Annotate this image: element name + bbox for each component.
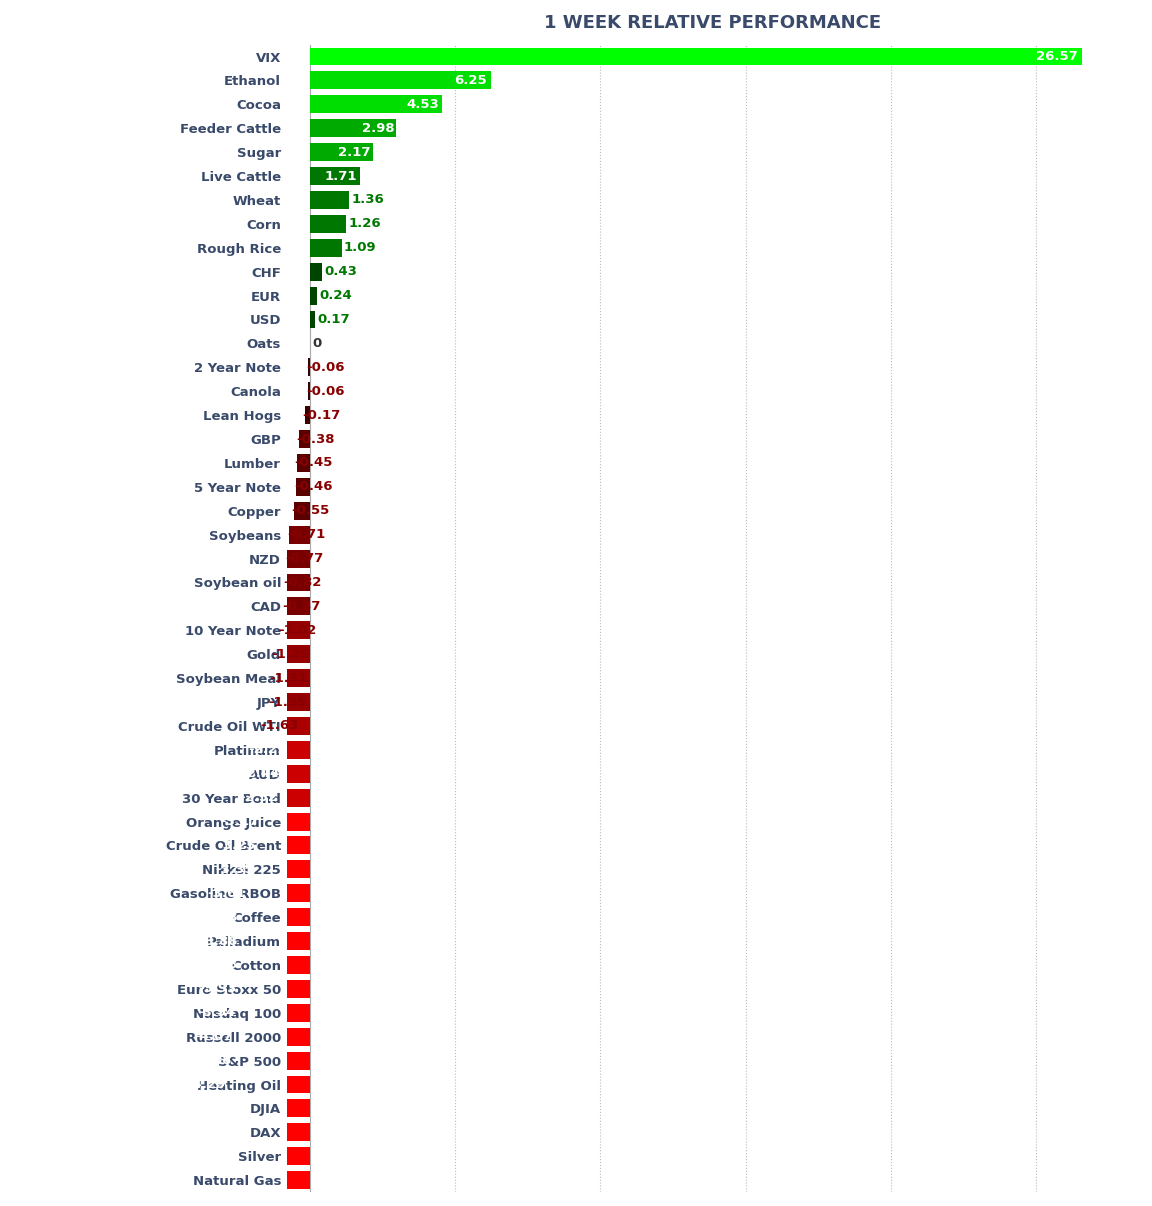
Text: -0.55: -0.55 (291, 504, 329, 517)
Text: -2.44: -2.44 (241, 767, 280, 780)
Text: 0.43: 0.43 (325, 265, 357, 279)
Text: 26.57: 26.57 (1036, 49, 1077, 63)
Bar (215, 837, 310, 854)
Bar (289, 526, 310, 544)
Bar (310, 310, 314, 328)
Bar (196, 980, 310, 997)
Text: -1.02: -1.02 (278, 624, 316, 637)
Text: -3.17: -3.17 (220, 815, 258, 829)
Bar (236, 789, 310, 807)
Bar (245, 740, 310, 759)
Text: -1.63: -1.63 (260, 720, 298, 732)
Bar (197, 956, 310, 974)
Bar (310, 263, 323, 281)
Text: -2.52: -2.52 (238, 791, 278, 804)
Bar (191, 1028, 310, 1046)
Bar (273, 645, 310, 663)
Text: -3.61: -3.61 (207, 886, 245, 900)
Text: 1.36: 1.36 (351, 193, 385, 206)
Text: -0.77: -0.77 (286, 552, 324, 566)
Text: -3.93: -3.93 (198, 983, 236, 995)
Text: 1.71: 1.71 (325, 170, 357, 182)
Text: -3.88: -3.88 (199, 911, 238, 924)
Text: 0.24: 0.24 (319, 289, 351, 302)
Title: 1 WEEK RELATIVE PERFORMANCE: 1 WEEK RELATIVE PERFORMANCE (544, 14, 881, 31)
Bar (310, 168, 359, 185)
Bar (280, 621, 310, 639)
Text: -1.31: -1.31 (270, 672, 308, 685)
Text: 2.17: 2.17 (338, 146, 371, 159)
Bar (196, 1003, 310, 1021)
Text: -0.38: -0.38 (296, 433, 335, 445)
Text: -2.21: -2.21 (248, 743, 286, 756)
Text: -0.06: -0.06 (305, 385, 344, 398)
Bar (305, 406, 310, 425)
Text: -3.88: -3.88 (199, 935, 238, 948)
Bar (297, 453, 310, 472)
Text: -5.08: -5.08 (165, 1149, 203, 1163)
Bar (238, 765, 310, 783)
Text: 1.26: 1.26 (349, 217, 381, 230)
Bar (310, 215, 347, 233)
Bar (310, 287, 317, 305)
Bar (212, 860, 310, 878)
Text: -4.08: -4.08 (194, 1054, 232, 1067)
Text: -0.06: -0.06 (305, 361, 344, 374)
Bar (197, 932, 310, 950)
Bar (296, 478, 310, 496)
Text: -9.83: -9.83 (26, 1173, 65, 1187)
Bar (185, 1076, 310, 1094)
Bar (271, 693, 310, 712)
Bar (285, 597, 310, 615)
Text: -1.35: -1.35 (268, 696, 306, 708)
Text: 0: 0 (312, 336, 321, 350)
Text: -0.71: -0.71 (287, 528, 325, 541)
Bar (162, 1147, 310, 1165)
Bar (308, 358, 310, 376)
Text: -0.87: -0.87 (282, 599, 320, 613)
Text: 1.09: 1.09 (343, 241, 377, 254)
Text: 6.25: 6.25 (455, 74, 487, 87)
Bar (272, 669, 310, 687)
Bar (263, 716, 310, 734)
Bar (310, 191, 349, 209)
Bar (310, 144, 373, 162)
Text: -3.94: -3.94 (198, 1006, 236, 1019)
Text: -3.25: -3.25 (218, 839, 256, 851)
Text: -4.29: -4.29 (188, 1078, 226, 1091)
Bar (24, 1171, 310, 1189)
Bar (205, 884, 310, 902)
Bar (197, 908, 310, 926)
Text: -0.82: -0.82 (283, 576, 323, 589)
Bar (183, 1100, 310, 1118)
Bar (286, 574, 310, 591)
Text: -4.81: -4.81 (173, 1126, 211, 1138)
Text: 4.53: 4.53 (407, 98, 439, 111)
Bar (310, 47, 1082, 65)
Text: -4.36: -4.36 (185, 1102, 223, 1114)
Text: -4.07: -4.07 (194, 1030, 233, 1043)
Text: -1.25: -1.25 (271, 648, 310, 661)
Bar (294, 502, 310, 520)
Bar (218, 813, 310, 831)
Bar (170, 1123, 310, 1141)
Bar (310, 239, 341, 257)
Text: -3.35: -3.35 (214, 862, 253, 876)
Bar (308, 382, 310, 400)
Text: -0.17: -0.17 (303, 409, 341, 422)
Text: 2.98: 2.98 (362, 122, 394, 135)
Text: -0.45: -0.45 (295, 456, 333, 469)
Bar (191, 1052, 310, 1070)
Bar (310, 119, 396, 137)
Bar (310, 95, 441, 113)
Text: -0.46: -0.46 (294, 480, 333, 493)
Text: -3.88: -3.88 (199, 959, 238, 972)
Bar (288, 550, 310, 568)
Text: 0.17: 0.17 (317, 314, 350, 326)
Bar (298, 431, 310, 447)
Bar (310, 71, 492, 89)
